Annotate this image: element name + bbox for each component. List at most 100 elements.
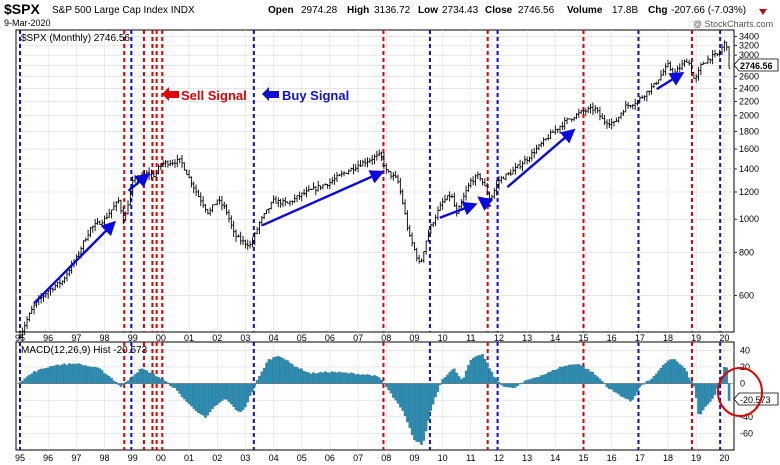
x-tick-label: 04 [269,333,279,343]
x-tick-label: 11 [466,453,475,463]
macd-bar [96,367,99,384]
macd-bar [441,379,444,384]
price-bar [183,162,186,171]
price-tick-label: 1400 [739,164,759,174]
price-bar [293,194,297,203]
buy-trend-arrow [127,172,151,192]
macd-bar [417,383,421,443]
price-tick-label: 3000 [739,50,759,60]
macd-bar [105,374,109,384]
macd-bar [197,383,200,413]
macd-bar [727,383,731,401]
price-bar [511,166,515,175]
macd-bar [582,366,585,384]
price-bar [384,163,388,174]
price-bar [396,174,400,184]
macd-bar [347,373,350,384]
macd-tick-label: 0 [740,379,745,389]
macd-bar [509,383,512,388]
price-bar [640,95,644,99]
price-bar [629,104,632,109]
macd-legend: MACD(12,26,9) Hist -20.573 [21,345,148,356]
macd-bar [556,368,559,384]
macd-bar [248,383,252,396]
price-bar [366,157,369,168]
price-bar [338,174,341,177]
price-tick-label: 1800 [739,126,759,136]
price-bar [326,183,329,189]
price-bar [206,208,210,215]
macd-bar [352,373,355,384]
macd-bar [424,383,428,432]
price-bar [204,204,207,213]
macd-bar [671,359,674,384]
macd-bar [673,359,677,384]
macd-bar [462,377,465,384]
macd-panel-frame [15,341,735,451]
price-bar [410,232,414,247]
macd-bar [187,383,191,405]
price-bar [725,41,729,51]
price-bar [295,195,299,203]
macd-bar [612,383,616,392]
macd-bar [432,383,435,405]
macd-bar [464,370,468,384]
macd-bar [469,360,473,384]
price-bar [436,206,440,221]
price-bar [680,59,684,71]
price-bar [516,164,520,169]
macd-bar [551,369,555,384]
macd-bar [495,378,498,384]
price-bar [220,195,224,211]
macd-bar [666,360,670,384]
price-bar [448,191,451,202]
price-bar [539,141,543,148]
macd-bar [305,372,308,384]
macd-bar [413,383,416,441]
macd-bar [591,371,595,384]
price-bar [542,137,545,147]
price-tick-label: 800 [739,248,754,258]
price-bar [504,173,508,181]
left-arrow-icon [162,87,179,101]
price-bar [377,149,381,157]
macd-bar [180,383,184,398]
price-bar [272,195,275,204]
macd-bar [507,383,510,388]
macd-bar [565,365,569,384]
x-tick-label: 01 [184,453,194,463]
macd-bar [504,383,508,388]
macd-bar [589,371,592,384]
price-bar [208,207,212,216]
price-bar [678,63,682,73]
price-bar [584,108,588,116]
price-bar [593,105,597,114]
price-bar [309,188,313,191]
price-bar [554,125,557,135]
price-bar [211,204,214,213]
macd-bar [161,379,165,384]
price-tick-label: 2600 [739,72,759,82]
price-bar [171,159,174,166]
macd-bar [265,362,268,384]
macd-bar [636,383,639,392]
macd-bar [514,383,517,388]
x-tick-label: 07 [353,453,363,463]
price-bar [392,172,395,181]
macd-bar [277,356,280,384]
macd-bar [399,383,402,408]
price-bar [669,61,672,72]
macd-bar [319,372,322,384]
x-tick-label: 20 [719,333,729,343]
price-bar [359,160,362,167]
macd-bar [169,383,172,386]
macd-bar [37,369,41,384]
x-tick-label: 07 [353,333,363,343]
macd-bar [624,383,627,399]
macd-bar [190,383,193,407]
macd-bar [119,383,123,387]
x-tick-label: 12 [494,453,504,463]
macd-bar [610,383,613,390]
price-bar [225,204,228,216]
macd-bar [35,371,38,384]
